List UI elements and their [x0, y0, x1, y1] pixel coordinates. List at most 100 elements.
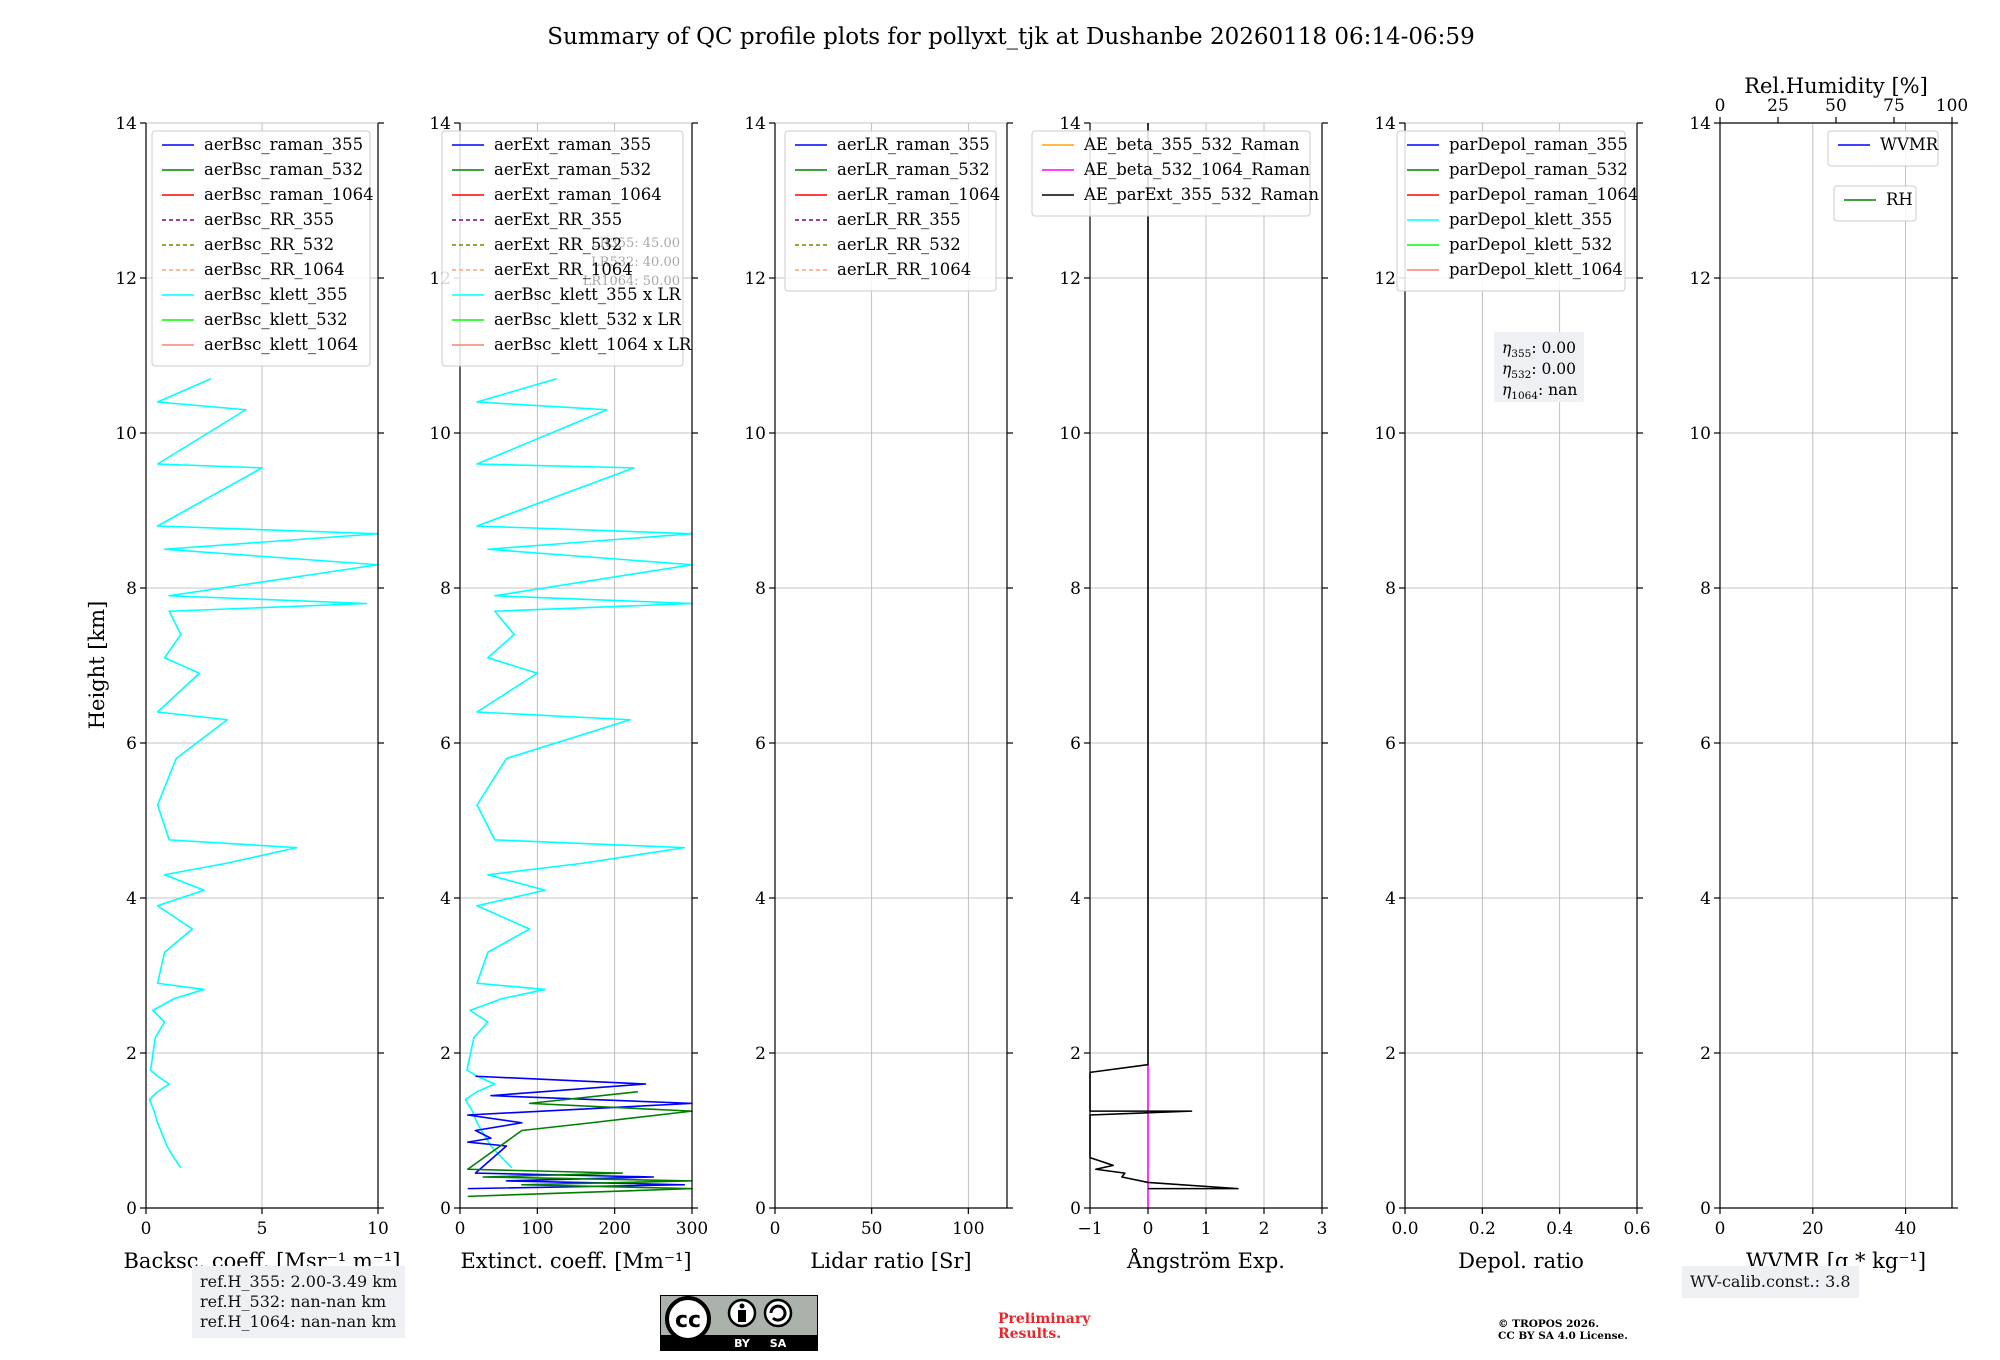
y-tick-label: 8 — [1700, 579, 1711, 599]
wv-calib-constant: WV-calib.const.: 3.8 — [1690, 1272, 1851, 1291]
ref-height-532: ref.H_532: nan-nan km — [200, 1292, 387, 1311]
x-tick-label: 100 — [521, 1219, 553, 1239]
legend-label: parDepol_klett_1064 — [1449, 260, 1623, 279]
x-tick-label: 20 — [1802, 1219, 1824, 1239]
series-line-aerBsc_klett_355 x LR — [464, 377, 693, 1169]
x-tick-label: 2 — [1259, 1219, 1270, 1239]
y-tick-label: 10 — [429, 424, 451, 444]
cc-logo-icon — [665, 1296, 711, 1342]
legend-label: parDepol_klett_532 — [1449, 235, 1612, 254]
y-tick-label: 10 — [1689, 424, 1711, 444]
x-tick-label: 0 — [141, 1219, 152, 1239]
y-tick-label: 6 — [440, 734, 451, 754]
y-tick-label: 6 — [1700, 734, 1711, 754]
y-tick-label: 8 — [1385, 579, 1396, 599]
x-tick-label: 0 — [1143, 1219, 1154, 1239]
y-tick-label: 4 — [126, 889, 137, 909]
legend-label: aerExt_raman_532 — [494, 160, 651, 179]
eta-row: η355: 0.00 — [1502, 339, 1576, 360]
legend-box — [1396, 130, 1626, 292]
top-x-tick-label: 50 — [1825, 96, 1847, 116]
top-axis-label: Rel.Humidity [%] — [1744, 74, 1928, 98]
y-tick-label: 2 — [1700, 1044, 1711, 1064]
y-tick-label: 12 — [1689, 269, 1711, 289]
sa-share-alike-icon — [763, 1298, 793, 1328]
legend-label: aerLR_raman_1064 — [837, 185, 1000, 204]
legend-box — [1031, 130, 1311, 217]
y-tick-label: 4 — [755, 889, 766, 909]
x-tick-label: 0.4 — [1546, 1219, 1573, 1239]
y-tick-label: 0 — [755, 1199, 766, 1219]
legend-label: aerBsc_klett_355 x LR — [494, 285, 681, 304]
preliminary-line-2: Results. — [998, 1326, 1062, 1342]
legend-label: aerLR_RR_1064 — [837, 260, 971, 279]
y-tick-label: 2 — [126, 1044, 137, 1064]
legend-box — [784, 130, 997, 292]
y-tick-label: 8 — [755, 579, 766, 599]
y-tick-label: 8 — [1070, 579, 1081, 599]
x-tick-label: 0 — [455, 1219, 466, 1239]
x-axis-label: Extinct. coeff. [Mm⁻¹] — [460, 1249, 691, 1273]
y-tick-label: 12 — [115, 269, 137, 289]
copyright-line-1: © TROPOS 2026. — [1498, 1318, 1600, 1330]
y-tick-label: 6 — [1070, 734, 1081, 754]
y-tick-label: 0 — [1700, 1199, 1711, 1219]
legend-label: aerBsc_klett_532 x LR — [494, 310, 681, 329]
x-tick-label: 300 — [676, 1219, 708, 1239]
wv-calibration-box: WV-calib.const.: 3.8 — [1682, 1266, 1859, 1298]
lidar-ratio-note: LR355: 45.00 — [591, 236, 680, 251]
y-tick-label: 10 — [1374, 424, 1396, 444]
x-tick-label: 0.6 — [1623, 1219, 1650, 1239]
x-axis-label: Lidar ratio [Sr] — [810, 1249, 971, 1273]
y-tick-label: 14 — [429, 114, 451, 134]
legend-label: aerBsc_RR_532 — [204, 235, 334, 254]
legend-label: aerBsc_klett_532 — [204, 310, 348, 329]
y-tick-label: 2 — [755, 1044, 766, 1064]
y-tick-label: 4 — [440, 889, 451, 909]
y-tick-label: 0 — [126, 1199, 137, 1219]
legend-label: aerBsc_raman_1064 — [204, 185, 374, 204]
y-tick-label: 2 — [440, 1044, 451, 1064]
x-tick-label: 0.2 — [1469, 1219, 1496, 1239]
legend-label: AE_parExt_355_532_Raman — [1083, 185, 1319, 204]
legend-box-rh — [1833, 185, 1917, 222]
figure-title: Summary of QC profile plots for pollyxt_… — [547, 24, 1474, 50]
legend-label: WVMR — [1880, 135, 1939, 154]
legend-label: AE_beta_532_1064_Raman — [1083, 160, 1310, 179]
x-tick-label: 40 — [1895, 1219, 1917, 1239]
legend-box-wvmr — [1827, 130, 1939, 167]
preliminary-line-1: Preliminary — [998, 1311, 1091, 1327]
y-tick-label: 12 — [1374, 269, 1396, 289]
series-line-aerBsc_klett_355 — [148, 378, 379, 1169]
legend-label: aerBsc_klett_355 — [204, 285, 348, 304]
y-tick-label: 12 — [744, 269, 766, 289]
lidar-ratio-note: LR532: 40.00 — [591, 255, 680, 270]
x-tick-label: 100 — [952, 1219, 984, 1239]
y-tick-label: 8 — [126, 579, 137, 599]
legend-box — [151, 130, 371, 367]
y-tick-label: 14 — [1374, 114, 1396, 134]
y-tick-label: 8 — [440, 579, 451, 599]
y-tick-label: 4 — [1070, 889, 1081, 909]
y-axis-label: Height [km] — [85, 601, 109, 730]
top-x-tick-label: 0 — [1715, 96, 1726, 116]
y-tick-label: 2 — [1070, 1044, 1081, 1064]
ref-height-355: ref.H_355: 2.00-3.49 km — [200, 1272, 398, 1291]
preliminary-results-note: Preliminary Results. — [998, 1312, 1090, 1342]
lidar-ratio-note: LR1064: 50.00 — [583, 274, 680, 289]
legend-label: aerLR_RR_355 — [837, 210, 961, 229]
x-tick-label: 0 — [770, 1219, 781, 1239]
y-tick-label: 4 — [1385, 889, 1396, 909]
legend-label: aerExt_RR_355 — [494, 210, 622, 229]
x-tick-label: 10 — [367, 1219, 389, 1239]
y-tick-label: 6 — [1385, 734, 1396, 754]
sa-label: SA — [770, 1337, 787, 1350]
y-tick-label: 14 — [744, 114, 766, 134]
top-x-tick-label: 100 — [1936, 96, 1968, 116]
legend-label: aerBsc_raman_355 — [204, 135, 363, 154]
legend-label: aerBsc_klett_1064 x LR — [494, 335, 692, 354]
